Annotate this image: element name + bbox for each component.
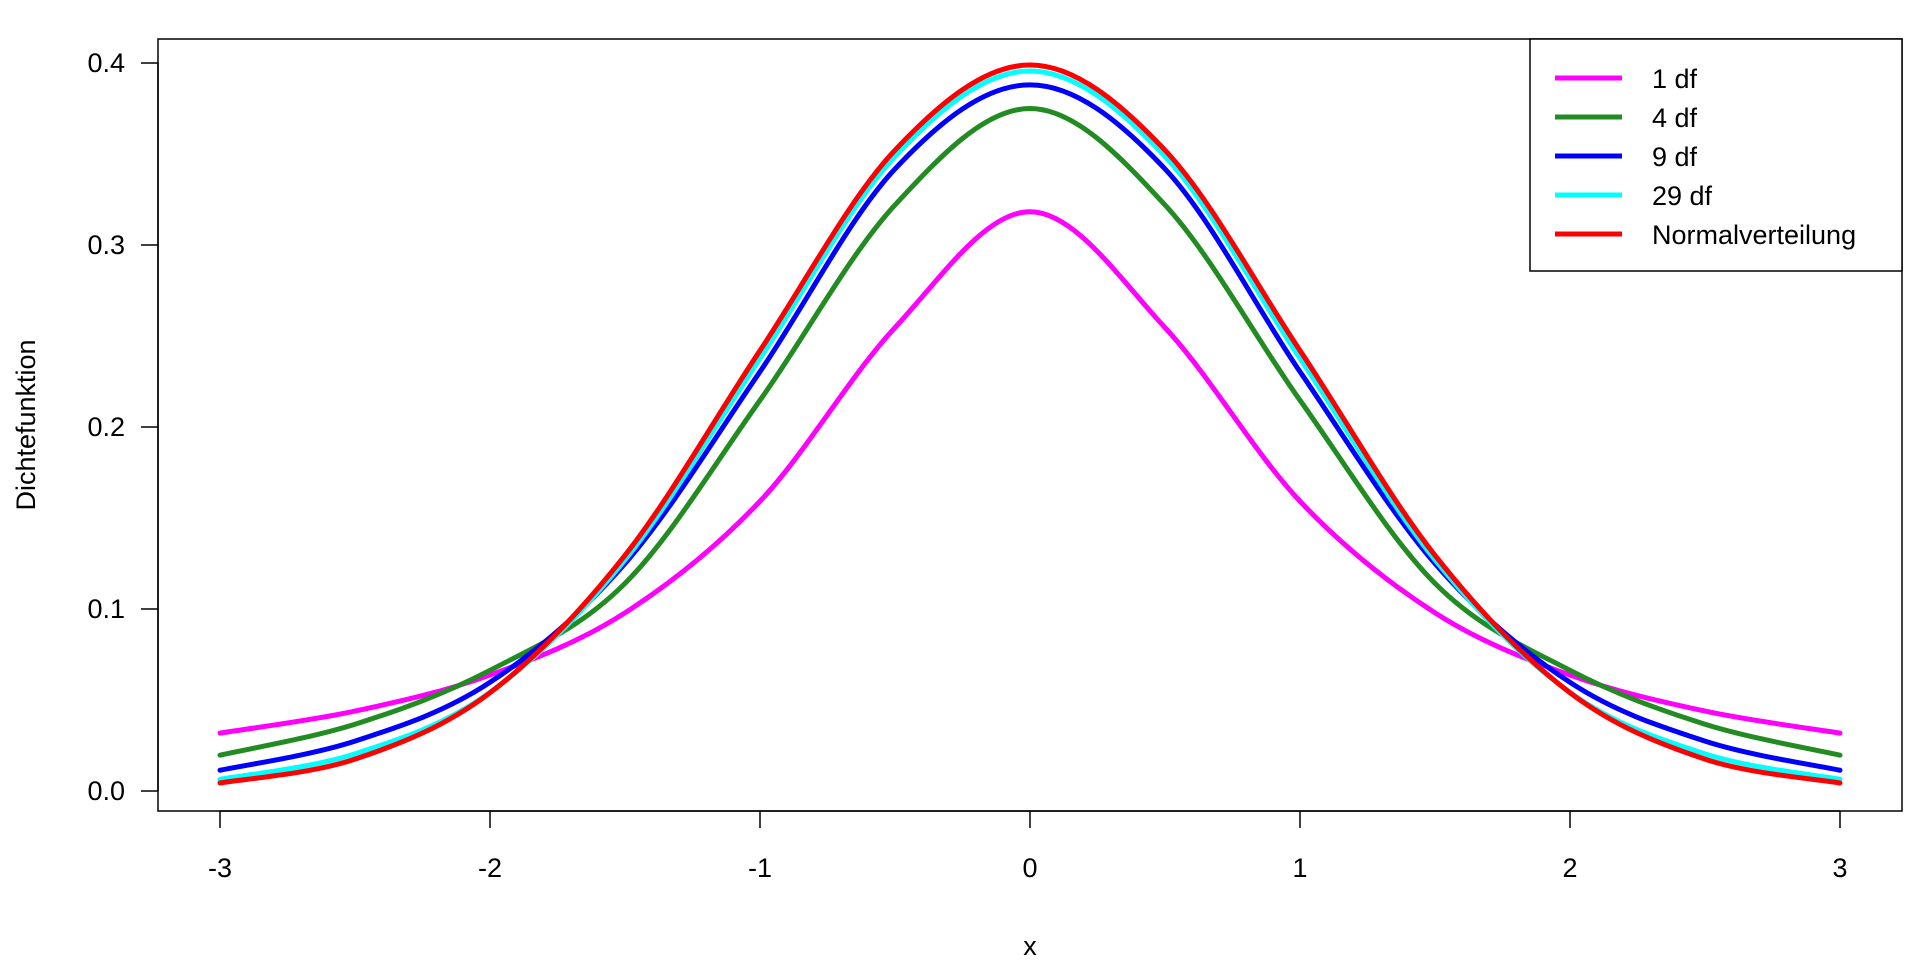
x-tick-label: 0: [1022, 853, 1037, 883]
x-tick-label: 2: [1562, 853, 1577, 883]
x-tick-label: -1: [748, 853, 772, 883]
series-layer: [217, 62, 1843, 786]
legend-label: Normalverteilung: [1652, 220, 1856, 250]
x-axis-title: x: [1023, 931, 1037, 960]
series-line-5: [217, 62, 1843, 786]
y-tick-label: 0.3: [87, 230, 125, 260]
legend-label: 29 df: [1652, 181, 1713, 211]
y-axis-title: Dichtefunktion: [11, 339, 41, 510]
y-tick-label: 0.2: [87, 412, 125, 442]
x-tick-label: 1: [1292, 853, 1307, 883]
x-tick-label: -3: [208, 853, 232, 883]
series-line-3: [217, 82, 1843, 773]
legend-label: 9 df: [1652, 142, 1698, 172]
legend-label: 4 df: [1652, 103, 1698, 133]
legend: 1 df 4 df 9 df 29 df Normalverteilung: [1529, 38, 1903, 272]
x-tick-label: 3: [1832, 853, 1847, 883]
x-tick-label: -2: [478, 853, 502, 883]
y-tick-label: 0.1: [87, 594, 125, 624]
series-line-2: [217, 106, 1843, 758]
y-tick-label: 0.4: [87, 48, 125, 78]
legend-label: 1 df: [1652, 64, 1698, 94]
y-tick-label: 0.0: [87, 776, 125, 806]
axes: -3 -2 -1 0 1 2 3 0.0 0.1 0.2 0.3 0.4: [87, 48, 1847, 883]
